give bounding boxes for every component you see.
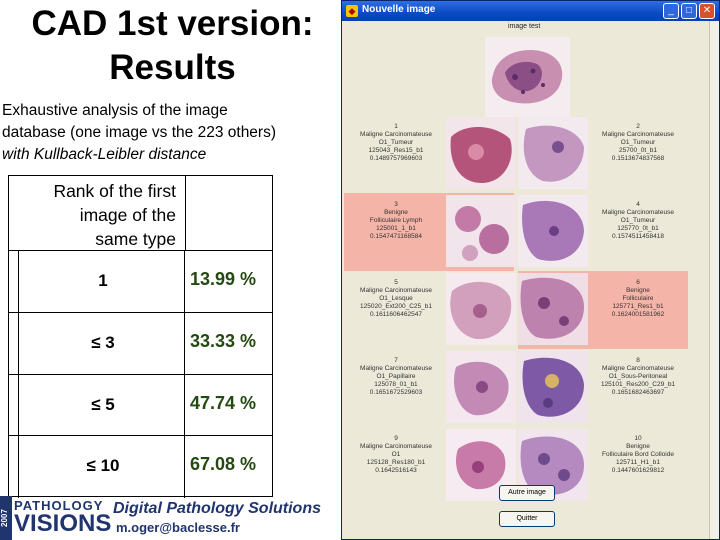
desc-line3: with Kullback-Leibler distance [2, 146, 207, 163]
window-title: Nouvelle image [362, 4, 436, 15]
result-item-6[interactable]: 6 Benigne Folliculaire 125771_Res1_b1 0.… [518, 271, 688, 349]
result-item-5[interactable]: 5 Maligne Carcinomateuse O1_Lesque 12502… [344, 271, 516, 349]
table-row: 1 13.99 % [8, 250, 273, 313]
slide-title: CAD 1st version: Results [0, 2, 345, 90]
percent-value: 47.74 % [190, 393, 257, 413]
nouvelle-image-window: ◆ Nouvelle image _ □ ✕ image test 1 Mali… [341, 0, 720, 540]
other-image-button[interactable]: Autre image [499, 485, 555, 501]
result-thumbnail [518, 195, 588, 267]
rank-header-line1: Rank of the first [53, 181, 176, 201]
percent-value: 33.33 % [190, 331, 257, 351]
header-separator [185, 176, 186, 251]
percent-value: 13.99 % [190, 269, 257, 289]
slide-title-line1: CAD 1st version: [31, 4, 314, 43]
rank-value: ≤ 5 [91, 395, 115, 414]
vertical-scrollbar[interactable] [709, 21, 719, 539]
rank-value: ≤ 10 [86, 456, 120, 475]
app-icon: ◆ [346, 5, 358, 17]
close-icon: ✕ [702, 5, 712, 16]
result-item-7[interactable]: 7 Maligne Carcinomateuse O1_Papillaire 1… [344, 349, 516, 427]
table-row: ≤ 5 47.74 % [8, 374, 273, 437]
result-item-1[interactable]: 1 Maligne Carcinomateuse O1_Tumeur 12504… [344, 115, 516, 193]
rank-header-line2: image of the [79, 205, 176, 225]
footer-title: Digital Pathology Solutions [113, 500, 321, 517]
window-client-area: image test 1 Maligne Carcinomateuse O1_T… [342, 21, 719, 539]
result-thumbnail [518, 117, 588, 189]
window-titlebar[interactable]: ◆ Nouvelle image _ □ ✕ [342, 1, 719, 21]
rank-table-header: Rank of the first image of the same type [8, 175, 273, 251]
result-thumbnail [446, 429, 516, 501]
logo-top-text: PATHOLOGY [14, 498, 104, 513]
percent-value: 67.08 % [190, 454, 257, 474]
table-row: ≤ 3 33.33 % [8, 312, 273, 375]
rank-table: Rank of the first image of the same type… [8, 175, 273, 498]
pathology-visions-logo: 2007 PATHOLOGY VISIONS [0, 496, 112, 540]
maximize-icon: □ [685, 5, 693, 16]
result-item-9[interactable]: 9 Maligne Carcinomateuse O1 125128_Res18… [344, 427, 516, 505]
logo-year: 2007 [0, 496, 12, 540]
result-item-8[interactable]: 8 Maligne Carcinomateuse O1_Sous-Periton… [518, 349, 688, 427]
logo-bottom-text: VISIONS [14, 510, 112, 537]
result-item-2[interactable]: 2 Maligne Carcinomateuse O1_Tumeur 25700… [518, 115, 688, 193]
desc-line1: Exhaustive analysis of the image [2, 102, 228, 119]
table-row: ≤ 10 67.08 % [8, 435, 273, 498]
maximize-button[interactable]: □ [681, 3, 697, 19]
rank-header-line3: same type [95, 229, 176, 249]
result-thumbnail [446, 273, 516, 345]
result-thumbnail [446, 195, 516, 267]
slide-description: Exhaustive analysis of the image databas… [2, 100, 347, 166]
result-thumbnail [518, 351, 588, 423]
result-thumbnail [446, 117, 516, 189]
close-button[interactable]: ✕ [699, 3, 715, 19]
result-item-4[interactable]: 4 Maligne Carcinomateuse O1_Tumeur 12577… [518, 193, 688, 271]
desc-line2: database (one image vs the 223 others) [2, 124, 277, 141]
result-thumbnail [518, 273, 588, 345]
result-item-3[interactable]: 3 Benigne Folliculaire Lymph 125001_1_b1… [344, 193, 516, 271]
minimize-icon: _ [668, 5, 674, 16]
rank-header-text: Rank of the first image of the same type [11, 179, 176, 251]
footer-email: m.oger@baclesse.fr [116, 520, 240, 535]
rank-value: 1 [98, 271, 108, 290]
query-image-label: image test [508, 23, 541, 30]
slide-title-line2: Results [109, 48, 236, 87]
result-thumbnail [446, 351, 516, 423]
rank-value: ≤ 3 [91, 333, 115, 352]
minimize-button[interactable]: _ [663, 3, 679, 19]
query-image [485, 37, 570, 117]
quit-button[interactable]: Quitter [499, 511, 555, 527]
result-item-10[interactable]: 10 Benigne Folliculaire Bord Colloide 12… [518, 427, 688, 505]
